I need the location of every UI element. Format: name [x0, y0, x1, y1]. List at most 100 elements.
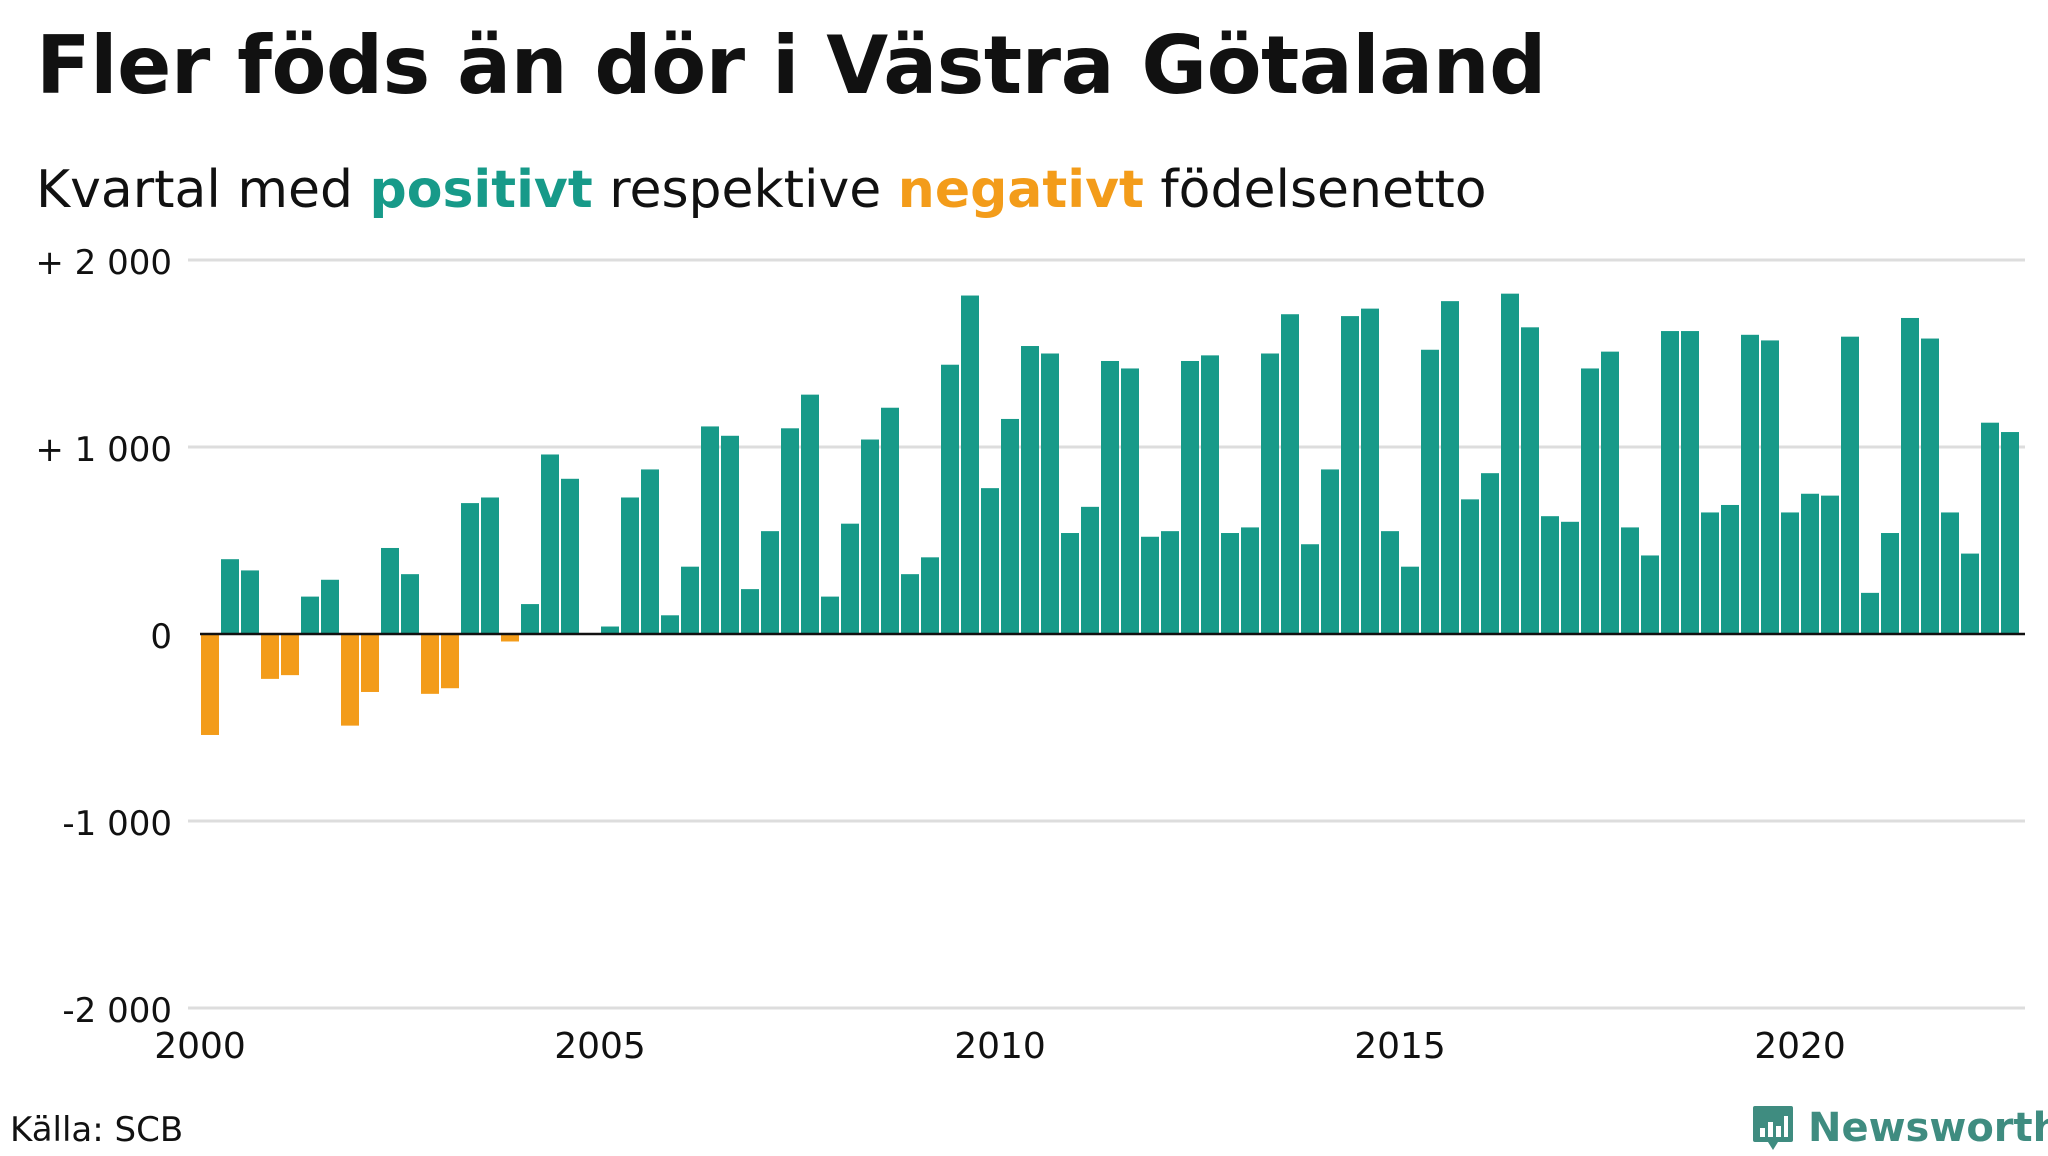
bar-positive — [1401, 566, 1419, 634]
x-tick-label: 2000 — [154, 1026, 246, 1067]
subtitle-positive: positivt — [369, 160, 593, 220]
bar-negative — [281, 634, 299, 676]
bar-negative — [501, 634, 519, 642]
chart-subtitle: Kvartal med positivt respektive negativt… — [36, 158, 1487, 222]
bar-positive — [541, 454, 559, 634]
bar-positive — [1621, 527, 1639, 634]
bar-positive — [561, 478, 579, 634]
bar-positive — [1761, 340, 1779, 634]
bar-positive — [1801, 493, 1819, 634]
x-tick-label: 2020 — [1754, 1026, 1846, 1067]
bar-positive — [1121, 368, 1139, 634]
bar-negative — [201, 634, 219, 735]
bar-positive — [781, 428, 799, 634]
bar-negative — [261, 634, 279, 679]
bar-positive — [1161, 531, 1179, 634]
bar-positive — [1221, 533, 1239, 634]
bar-positive — [941, 364, 959, 634]
bar-positive — [901, 574, 919, 634]
bar-positive — [1481, 473, 1499, 634]
bar-positive — [881, 407, 899, 634]
bar-positive — [1041, 353, 1059, 634]
chart-title: Fler föds än dör i Västra Götaland — [36, 19, 1546, 112]
bar-positive — [1381, 531, 1399, 634]
bar-positive — [1101, 360, 1119, 634]
bar-positive — [761, 531, 779, 634]
bar-positive — [1361, 308, 1379, 634]
newsworthy-logo-text: Newsworthy — [1808, 1105, 2048, 1151]
bar-positive — [1721, 504, 1739, 634]
bar-positive — [1741, 334, 1759, 634]
bar-positive — [1961, 553, 1979, 634]
bar-positive — [681, 566, 699, 634]
bar-positive — [1821, 495, 1839, 634]
y-tick-label: 0 — [150, 617, 172, 657]
bar-positive — [921, 557, 939, 634]
bar-positive — [1901, 317, 1919, 634]
bar-positive — [221, 559, 239, 634]
bar-positive — [1861, 592, 1879, 634]
bar-positive — [1421, 349, 1439, 634]
bar-positive — [301, 596, 319, 634]
bar-positive — [2001, 432, 2019, 634]
source-note: Källa: SCB — [10, 1110, 184, 1150]
bar-positive — [1201, 355, 1219, 634]
bar-positive — [741, 589, 759, 634]
bar-positive — [1661, 331, 1679, 634]
bar-positive — [1941, 512, 1959, 634]
bar-positive — [1301, 544, 1319, 634]
subtitle-text-middle: respektive — [592, 160, 898, 220]
y-tick-label: -2 000 — [62, 991, 172, 1031]
bar-positive — [321, 579, 339, 634]
bar-positive — [621, 497, 639, 634]
bar-positive — [481, 497, 499, 634]
bar-positive — [1261, 353, 1279, 634]
bar-positive — [1501, 293, 1519, 634]
bar-positive — [1141, 536, 1159, 634]
bar-positive — [1021, 346, 1039, 634]
bar-positive — [1001, 418, 1019, 634]
bar-positive — [701, 426, 719, 634]
bar-positive — [641, 469, 659, 634]
bar-positive — [601, 626, 619, 634]
bar-negative — [341, 634, 359, 726]
bar-positive — [1681, 331, 1699, 634]
x-axis-labels: 2000 2005 2010 2015 2020 — [154, 1026, 1846, 1067]
bar-positive — [1581, 368, 1599, 634]
bar-positive — [1981, 422, 1999, 634]
bar-positive — [1441, 301, 1459, 634]
bar-positive — [1921, 338, 1939, 634]
subtitle-negative: negativt — [897, 160, 1144, 220]
bar-negative — [361, 634, 379, 692]
x-tick-label: 2005 — [554, 1026, 646, 1067]
subtitle-text-end: födelsenetto — [1143, 160, 1487, 220]
bar-positive — [241, 570, 259, 634]
bar-positive — [841, 523, 859, 634]
x-tick-label: 2015 — [1354, 1026, 1446, 1067]
bar-positive — [1841, 336, 1859, 634]
bar-positive — [661, 615, 679, 634]
bar-positive — [1241, 527, 1259, 634]
bar-negative — [421, 634, 439, 694]
subtitle-text-start: Kvartal med — [36, 160, 370, 220]
bar-positive — [461, 503, 479, 634]
y-tick-label: + 2 000 — [35, 243, 172, 283]
bar-positive — [1061, 533, 1079, 634]
bar-positive — [721, 435, 739, 634]
x-tick-label: 2010 — [954, 1026, 1046, 1067]
bar-positive — [1181, 360, 1199, 634]
bars — [201, 293, 2019, 735]
bar-positive — [961, 295, 979, 634]
bar-positive — [981, 488, 999, 634]
bar-positive — [401, 574, 419, 634]
gridlines — [188, 258, 2025, 1010]
bar-positive — [1781, 512, 1799, 634]
newsworthy-logo: Newsworthy — [1752, 1100, 2048, 1156]
y-tick-label: -1 000 — [62, 804, 172, 844]
bar-positive — [1281, 314, 1299, 634]
bar-negative — [441, 634, 459, 689]
bar-positive — [521, 604, 539, 634]
bar-positive — [1701, 512, 1719, 634]
bar-positive — [861, 439, 879, 634]
